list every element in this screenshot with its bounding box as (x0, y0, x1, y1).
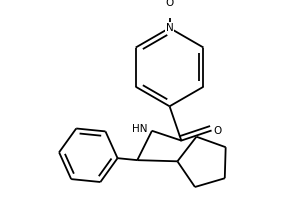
Text: N: N (166, 23, 173, 33)
Text: O: O (213, 126, 222, 136)
Text: HN: HN (132, 124, 147, 134)
Text: O: O (166, 0, 174, 8)
